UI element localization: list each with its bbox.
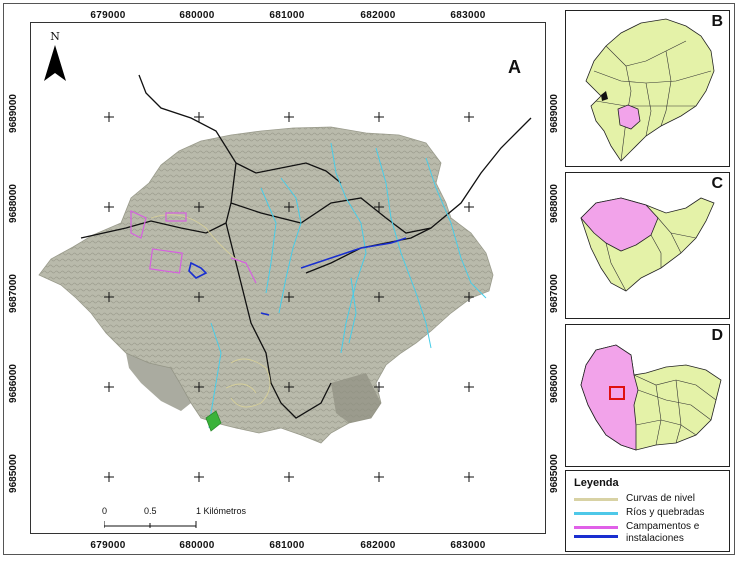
- inset-label-b: B: [711, 13, 723, 30]
- main-map-canvas: [38, 74, 532, 482]
- country-outline: [585, 18, 715, 162]
- x-tick-label: 679000: [90, 10, 126, 21]
- legend-item: Campamentos e instalaciones: [574, 521, 722, 545]
- main-map: [30, 22, 546, 534]
- legend-swatch-installations: [574, 535, 618, 538]
- y-tick-label: 9687000: [549, 274, 560, 313]
- north-arrow-icon: [44, 45, 66, 81]
- inset-map-b: B: [565, 10, 730, 167]
- x-tick-label: 681000: [269, 540, 305, 551]
- inset-b-canvas: [585, 18, 715, 162]
- focus-box: [609, 386, 625, 400]
- inset-d-canvas: [580, 344, 722, 451]
- y-tick-label: 9685000: [8, 454, 19, 493]
- inset-c-canvas: [580, 197, 715, 292]
- x-tick-label: 682000: [360, 540, 396, 551]
- scale-bar-graphic: [104, 521, 197, 528]
- map-label-a: A: [508, 57, 521, 77]
- legend-swatch-rivers: [574, 512, 618, 515]
- x-tick-label: 679000: [90, 540, 126, 551]
- legend-item: Ríos y quebradas: [574, 507, 704, 518]
- legend-title: Leyenda: [574, 477, 619, 489]
- legend: Leyenda Curvas de nivel Ríos y quebradas…: [565, 470, 730, 552]
- x-tick-label: 680000: [179, 10, 215, 21]
- legend-item: Curvas de nivel: [574, 493, 695, 504]
- grid-crosses: [104, 112, 474, 482]
- north-arrow: N: [40, 30, 70, 88]
- north-label: N: [50, 30, 60, 43]
- y-tick-label: 9689000: [549, 94, 560, 133]
- terrain-shade: [331, 373, 381, 423]
- camps: [130, 210, 257, 284]
- terrain-shade: [126, 353, 191, 411]
- x-tick-label: 683000: [450, 540, 486, 551]
- y-tick-label: 9688000: [8, 184, 19, 223]
- scale-label: 0: [102, 506, 108, 516]
- legend-label: Campamentos e instalaciones: [626, 521, 700, 544]
- y-tick-label: 9688000: [549, 184, 560, 223]
- y-tick-label: 9689000: [8, 94, 19, 133]
- map-frame: [3, 3, 735, 555]
- x-tick-label: 681000: [269, 10, 305, 21]
- y-tick-label: 9686000: [549, 364, 560, 403]
- legend-swatch-camps: [574, 526, 618, 529]
- highlight-province: [617, 104, 641, 130]
- x-tick-label: 682000: [360, 10, 396, 21]
- canton-lines: [605, 217, 697, 292]
- y-tick-label: 9685000: [549, 454, 560, 493]
- y-tick-label: 9687000: [8, 274, 19, 313]
- inset-label-d: D: [711, 327, 723, 344]
- legend-swatch-contours: [574, 498, 618, 501]
- terrain-area: [38, 126, 494, 444]
- y-tick-label: 9686000: [8, 364, 19, 403]
- scale-label: 0.5: [144, 506, 157, 516]
- inset-map-c: C: [565, 172, 730, 319]
- x-tick-label: 680000: [179, 540, 215, 551]
- legend-label: Ríos y quebradas: [626, 507, 705, 518]
- inset-label-c: C: [711, 175, 723, 192]
- island-shape: [601, 91, 608, 101]
- parish-lines: [633, 374, 717, 446]
- legend-swatch-group: [574, 521, 618, 538]
- green-feature: [205, 410, 222, 432]
- installations: [188, 237, 407, 316]
- inset-map-d: D: [565, 324, 730, 467]
- scale-label: 1 Kilómetros: [196, 506, 247, 516]
- legend-label: Curvas de nivel: [626, 493, 695, 504]
- x-tick-label: 683000: [450, 10, 486, 21]
- contour-lines: [150, 214, 271, 408]
